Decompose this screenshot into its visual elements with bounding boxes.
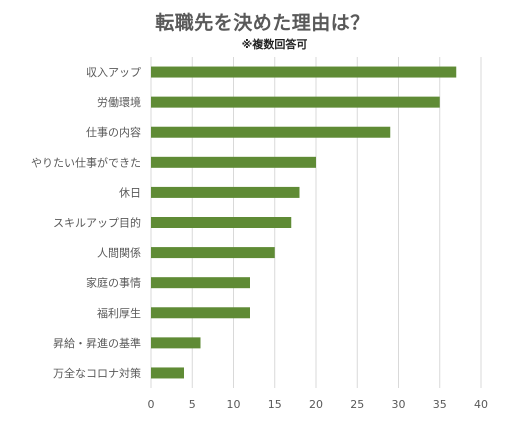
- category-label: 福利厚生: [97, 306, 141, 320]
- bar: [151, 217, 292, 228]
- category-label: 労働環境: [97, 95, 141, 109]
- tick-label: 35: [433, 398, 447, 411]
- category-label: 万全なコロナ対策: [53, 366, 141, 380]
- category-label: 家庭の事情: [86, 276, 141, 290]
- category-label: 仕事の内容: [86, 125, 141, 139]
- bar: [151, 247, 275, 259]
- tick-label: 30: [392, 398, 406, 411]
- bar: [151, 277, 250, 289]
- bar: [151, 307, 250, 319]
- category-label: 人間関係: [97, 247, 141, 260]
- category-label: 休日: [119, 186, 141, 199]
- tick-label: 0: [148, 398, 155, 411]
- tick-label: 40: [474, 398, 488, 411]
- category-label: やりたい仕事ができた: [31, 155, 141, 169]
- chart-title: 転職先を決めた理由は？: [155, 12, 370, 34]
- bar: [151, 66, 457, 78]
- tick-label: 25: [350, 398, 364, 411]
- chart-subtitle: ※複数回答可: [241, 38, 308, 51]
- bar: [151, 156, 316, 168]
- category-label: スキルアップ目的: [53, 216, 141, 230]
- bar: [151, 126, 391, 138]
- tick-label: 15: [268, 398, 282, 411]
- tick-label: 10: [227, 398, 241, 411]
- bar: [151, 186, 300, 198]
- category-label: 昇給・昇進の基準: [53, 336, 141, 350]
- bar: [151, 96, 440, 108]
- category-label: 収入アップ: [86, 66, 141, 79]
- bar: [151, 367, 184, 379]
- tick-label: 20: [309, 398, 323, 411]
- tick-label: 5: [189, 398, 196, 411]
- bar: [151, 337, 201, 349]
